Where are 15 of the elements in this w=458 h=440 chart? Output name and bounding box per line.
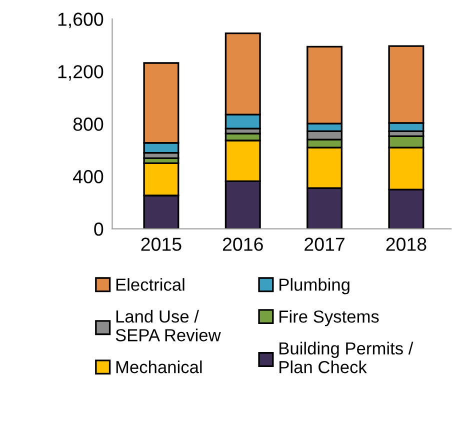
x-tick-label: 2018 — [386, 238, 426, 251]
y-tick-label: 1,600 — [58, 12, 104, 28]
legend-label: Land Use / SEPA Review — [116, 310, 221, 342]
x-tick-label: 2017 — [304, 238, 344, 251]
y-tick-label: 0 — [94, 222, 104, 236]
x-tick-label: 2016 — [222, 238, 263, 251]
y-tick-label: 400 — [73, 170, 104, 184]
legend-label: Fire Systems — [280, 310, 379, 326]
legend-label: Building Permits / Plan Check — [280, 342, 414, 374]
y-tick-label: 1,200 — [58, 65, 104, 81]
legend-label: Plumbing — [280, 278, 350, 294]
legend-label: Mechanical — [116, 360, 202, 374]
x-tick-label: 2015 — [141, 238, 182, 251]
legend-label: Electrical — [116, 278, 184, 291]
y-tick-label: 800 — [73, 118, 104, 131]
